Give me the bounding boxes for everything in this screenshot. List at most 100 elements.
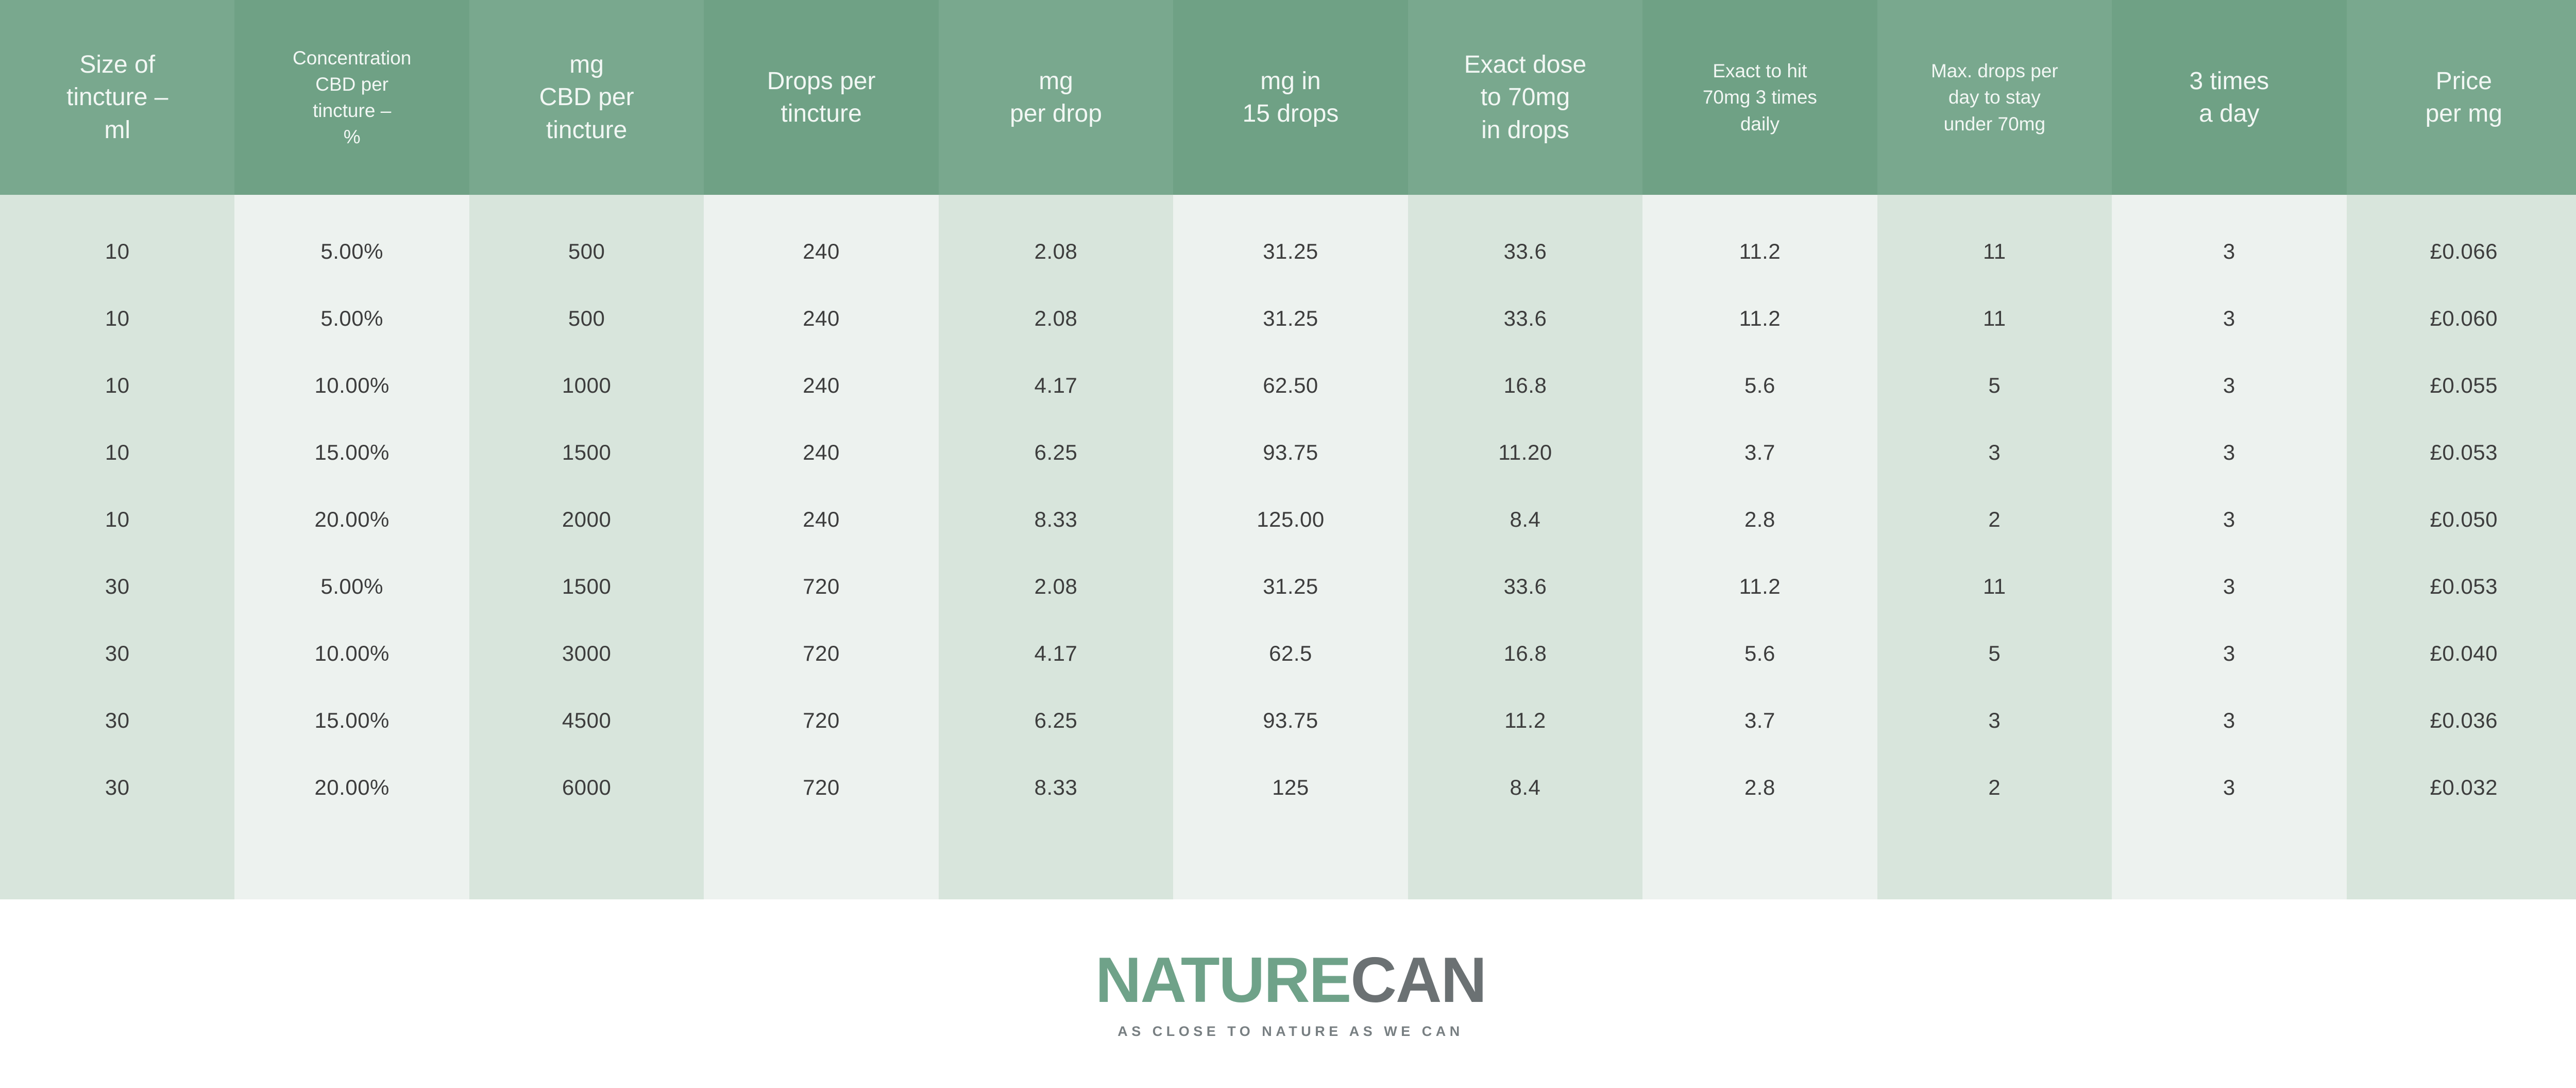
column-stripe-11 bbox=[2346, 195, 2576, 899]
brand-nature-text: NATURE bbox=[1095, 944, 1351, 1016]
header-label-line: mg in bbox=[1260, 67, 1321, 95]
table-cell-r3-c2: 10.00% bbox=[314, 373, 389, 397]
table-cell-r5-c9: 2 bbox=[1988, 507, 2001, 531]
header-cell-col-4: Drops per tincture bbox=[704, 0, 939, 195]
header-label-line: mg bbox=[1039, 67, 1073, 95]
table-cell-r7-c6: 62.5 bbox=[1269, 641, 1312, 665]
table-cell-r5-c6: 125.00 bbox=[1257, 507, 1325, 531]
brand-logo: NATURECAN bbox=[1095, 948, 1487, 1012]
table-cell-r7-c10: 3 bbox=[2223, 641, 2235, 665]
table-cell-r8-c10: 3 bbox=[2223, 708, 2235, 732]
table-cell-r9-c9: 2 bbox=[1988, 775, 2001, 799]
table-cell-r6-c1: 30 bbox=[105, 574, 130, 598]
table-cell-r8-c1: 30 bbox=[105, 708, 130, 732]
table-row-1: 10 5.00% 500 240 2.08 31.25 33.6 11.2 11 3 £0.066 bbox=[0, 218, 2576, 285]
table-cell-r7-c9: 5 bbox=[1988, 641, 2001, 665]
header-label-line: % bbox=[343, 126, 361, 148]
table-cell-r2-c3: 500 bbox=[568, 306, 605, 330]
header-label-line: CBD per bbox=[315, 73, 389, 95]
table-rows: 10 5.00% 500 240 2.08 31.25 33.6 11.2 11 3 £0.066 1… bbox=[0, 218, 2576, 821]
table-cell-r4-c2: 15.00% bbox=[314, 440, 389, 464]
table-cell-r9-c10: 3 bbox=[2223, 775, 2235, 799]
header-label-line: 70mg 3 times bbox=[1702, 87, 1817, 108]
table-cell-r2-c6: 31.25 bbox=[1263, 306, 1318, 330]
header-label-line: Price bbox=[2435, 67, 2492, 95]
table-cell-r5-c10: 3 bbox=[2223, 507, 2235, 531]
table-cell-r4-c4: 240 bbox=[803, 440, 840, 464]
table-cell-r7-c11: £0.040 bbox=[2430, 641, 2498, 665]
table-cell-r3-c11: £0.055 bbox=[2430, 373, 2498, 397]
header-cell-col-1: Size of tincture – ml bbox=[0, 0, 235, 195]
header-label-line: tincture bbox=[546, 116, 628, 144]
table-cell-r7-c2: 10.00% bbox=[314, 641, 389, 665]
table-cell-r4-c5: 6.25 bbox=[1034, 440, 1078, 464]
table-cell-r6-c2: 5.00% bbox=[320, 574, 383, 598]
table-cell-r3-c5: 4.17 bbox=[1034, 373, 1078, 397]
table-cell-r3-c8: 5.6 bbox=[1744, 373, 1775, 397]
table-cell-r8-c11: £0.036 bbox=[2430, 708, 2498, 732]
header-label-line: to 70mg bbox=[1480, 83, 1570, 111]
header-label-line: Size of bbox=[79, 51, 156, 78]
header-label-line: a day bbox=[2199, 100, 2260, 127]
table-row-6: 30 5.00% 1500 720 2.08 31.25 33.6 11.2 11 3 £0.053 bbox=[0, 553, 2576, 620]
table-cell-r3-c3: 1000 bbox=[562, 373, 612, 397]
table-cell-r2-c5: 2.08 bbox=[1034, 306, 1078, 330]
header-label-line: day to stay bbox=[1948, 87, 2041, 108]
table-cell-r8-c8: 3.7 bbox=[1744, 708, 1775, 732]
table-cell-r4-c1: 10 bbox=[105, 440, 130, 464]
table-cell-r6-c4: 720 bbox=[803, 574, 840, 598]
table-cell-r4-c10: 3 bbox=[2223, 440, 2235, 464]
table-cell-r5-c1: 10 bbox=[105, 507, 130, 531]
table-cell-r4-c3: 1500 bbox=[562, 440, 612, 464]
table-cell-r9-c3: 6000 bbox=[562, 775, 612, 799]
header-cell-col-9: Max. drops per day to stay under 70mg bbox=[1877, 0, 2112, 195]
table-cell-r4-c6: 93.75 bbox=[1263, 440, 1318, 464]
table-cell-r6-c3: 1500 bbox=[562, 574, 612, 598]
header-cell-col-7: Exact dose to 70mg in drops bbox=[1408, 0, 1643, 195]
header-label-line: Concentration bbox=[292, 47, 412, 69]
table-cell-r8-c7: 11.2 bbox=[1504, 708, 1546, 732]
column-stripe-8 bbox=[1642, 195, 1877, 899]
header-cell-col-5: mg per drop bbox=[938, 0, 1174, 195]
table-cell-r1-c8: 11.2 bbox=[1739, 239, 1781, 263]
header-cell-col-8: Exact to hit 70mg 3 times daily bbox=[1642, 0, 1877, 195]
table-cell-r6-c5: 2.08 bbox=[1034, 574, 1078, 598]
column-stripe-9 bbox=[1877, 195, 2112, 899]
table-cell-r9-c5: 8.33 bbox=[1034, 775, 1078, 799]
header-label-line: under 70mg bbox=[1943, 113, 2046, 135]
table-cell-r7-c4: 720 bbox=[803, 641, 840, 665]
table-body: 10 5.00% 500 240 2.08 31.25 33.6 11.2 11 3 £0.066 1… bbox=[0, 195, 2576, 899]
table-cell-r7-c1: 30 bbox=[105, 641, 130, 665]
table-cell-r2-c1: 10 bbox=[105, 306, 130, 330]
header-label-line: ml bbox=[104, 116, 131, 144]
table-cell-r9-c8: 2.8 bbox=[1744, 775, 1775, 799]
header-label-line: Drops per bbox=[767, 67, 876, 95]
header-label-line: per drop bbox=[1010, 100, 1102, 127]
table-cell-r6-c9: 11 bbox=[1983, 574, 2006, 598]
table-cell-r2-c4: 240 bbox=[803, 306, 840, 330]
table-cell-r5-c11: £0.050 bbox=[2430, 507, 2498, 531]
column-stripe-3 bbox=[469, 195, 704, 899]
table-cell-r7-c5: 4.17 bbox=[1034, 641, 1078, 665]
table-row-5: 10 20.00% 2000 240 8.33 125.00 8.4 2.8 2 3 £0.050 bbox=[0, 486, 2576, 553]
header-label-line: tincture – bbox=[313, 100, 392, 121]
table-cell-r1-c10: 3 bbox=[2223, 239, 2235, 263]
table-cell-r7-c7: 16.8 bbox=[1503, 641, 1547, 665]
header-label-line: in drops bbox=[1481, 116, 1569, 144]
table-cell-r1-c6: 31.25 bbox=[1263, 239, 1318, 263]
table-cell-r1-c4: 240 bbox=[803, 239, 840, 263]
table-cell-r9-c1: 30 bbox=[105, 775, 130, 799]
table-cell-r1-c7: 33.6 bbox=[1503, 239, 1547, 263]
table-row-2: 10 5.00% 500 240 2.08 31.25 33.6 11.2 11 3 £0.060 bbox=[0, 285, 2576, 352]
table-cell-r2-c11: £0.060 bbox=[2430, 306, 2498, 330]
header-label-line: 3 times bbox=[2189, 67, 2269, 95]
table-cell-r8-c9: 3 bbox=[1988, 708, 2001, 732]
header-label-line: 15 drops bbox=[1242, 100, 1339, 127]
header-cell-col-10: 3 times a day bbox=[2112, 0, 2347, 195]
table-cell-r3-c7: 16.8 bbox=[1503, 373, 1547, 397]
table-cell-r8-c6: 93.75 bbox=[1263, 708, 1318, 732]
table-cell-r5-c8: 2.8 bbox=[1744, 507, 1775, 531]
header-label-line: per mg bbox=[2425, 100, 2502, 127]
table-cell-r6-c8: 11.2 bbox=[1739, 574, 1781, 598]
table-cell-r2-c9: 11 bbox=[1983, 306, 2006, 330]
